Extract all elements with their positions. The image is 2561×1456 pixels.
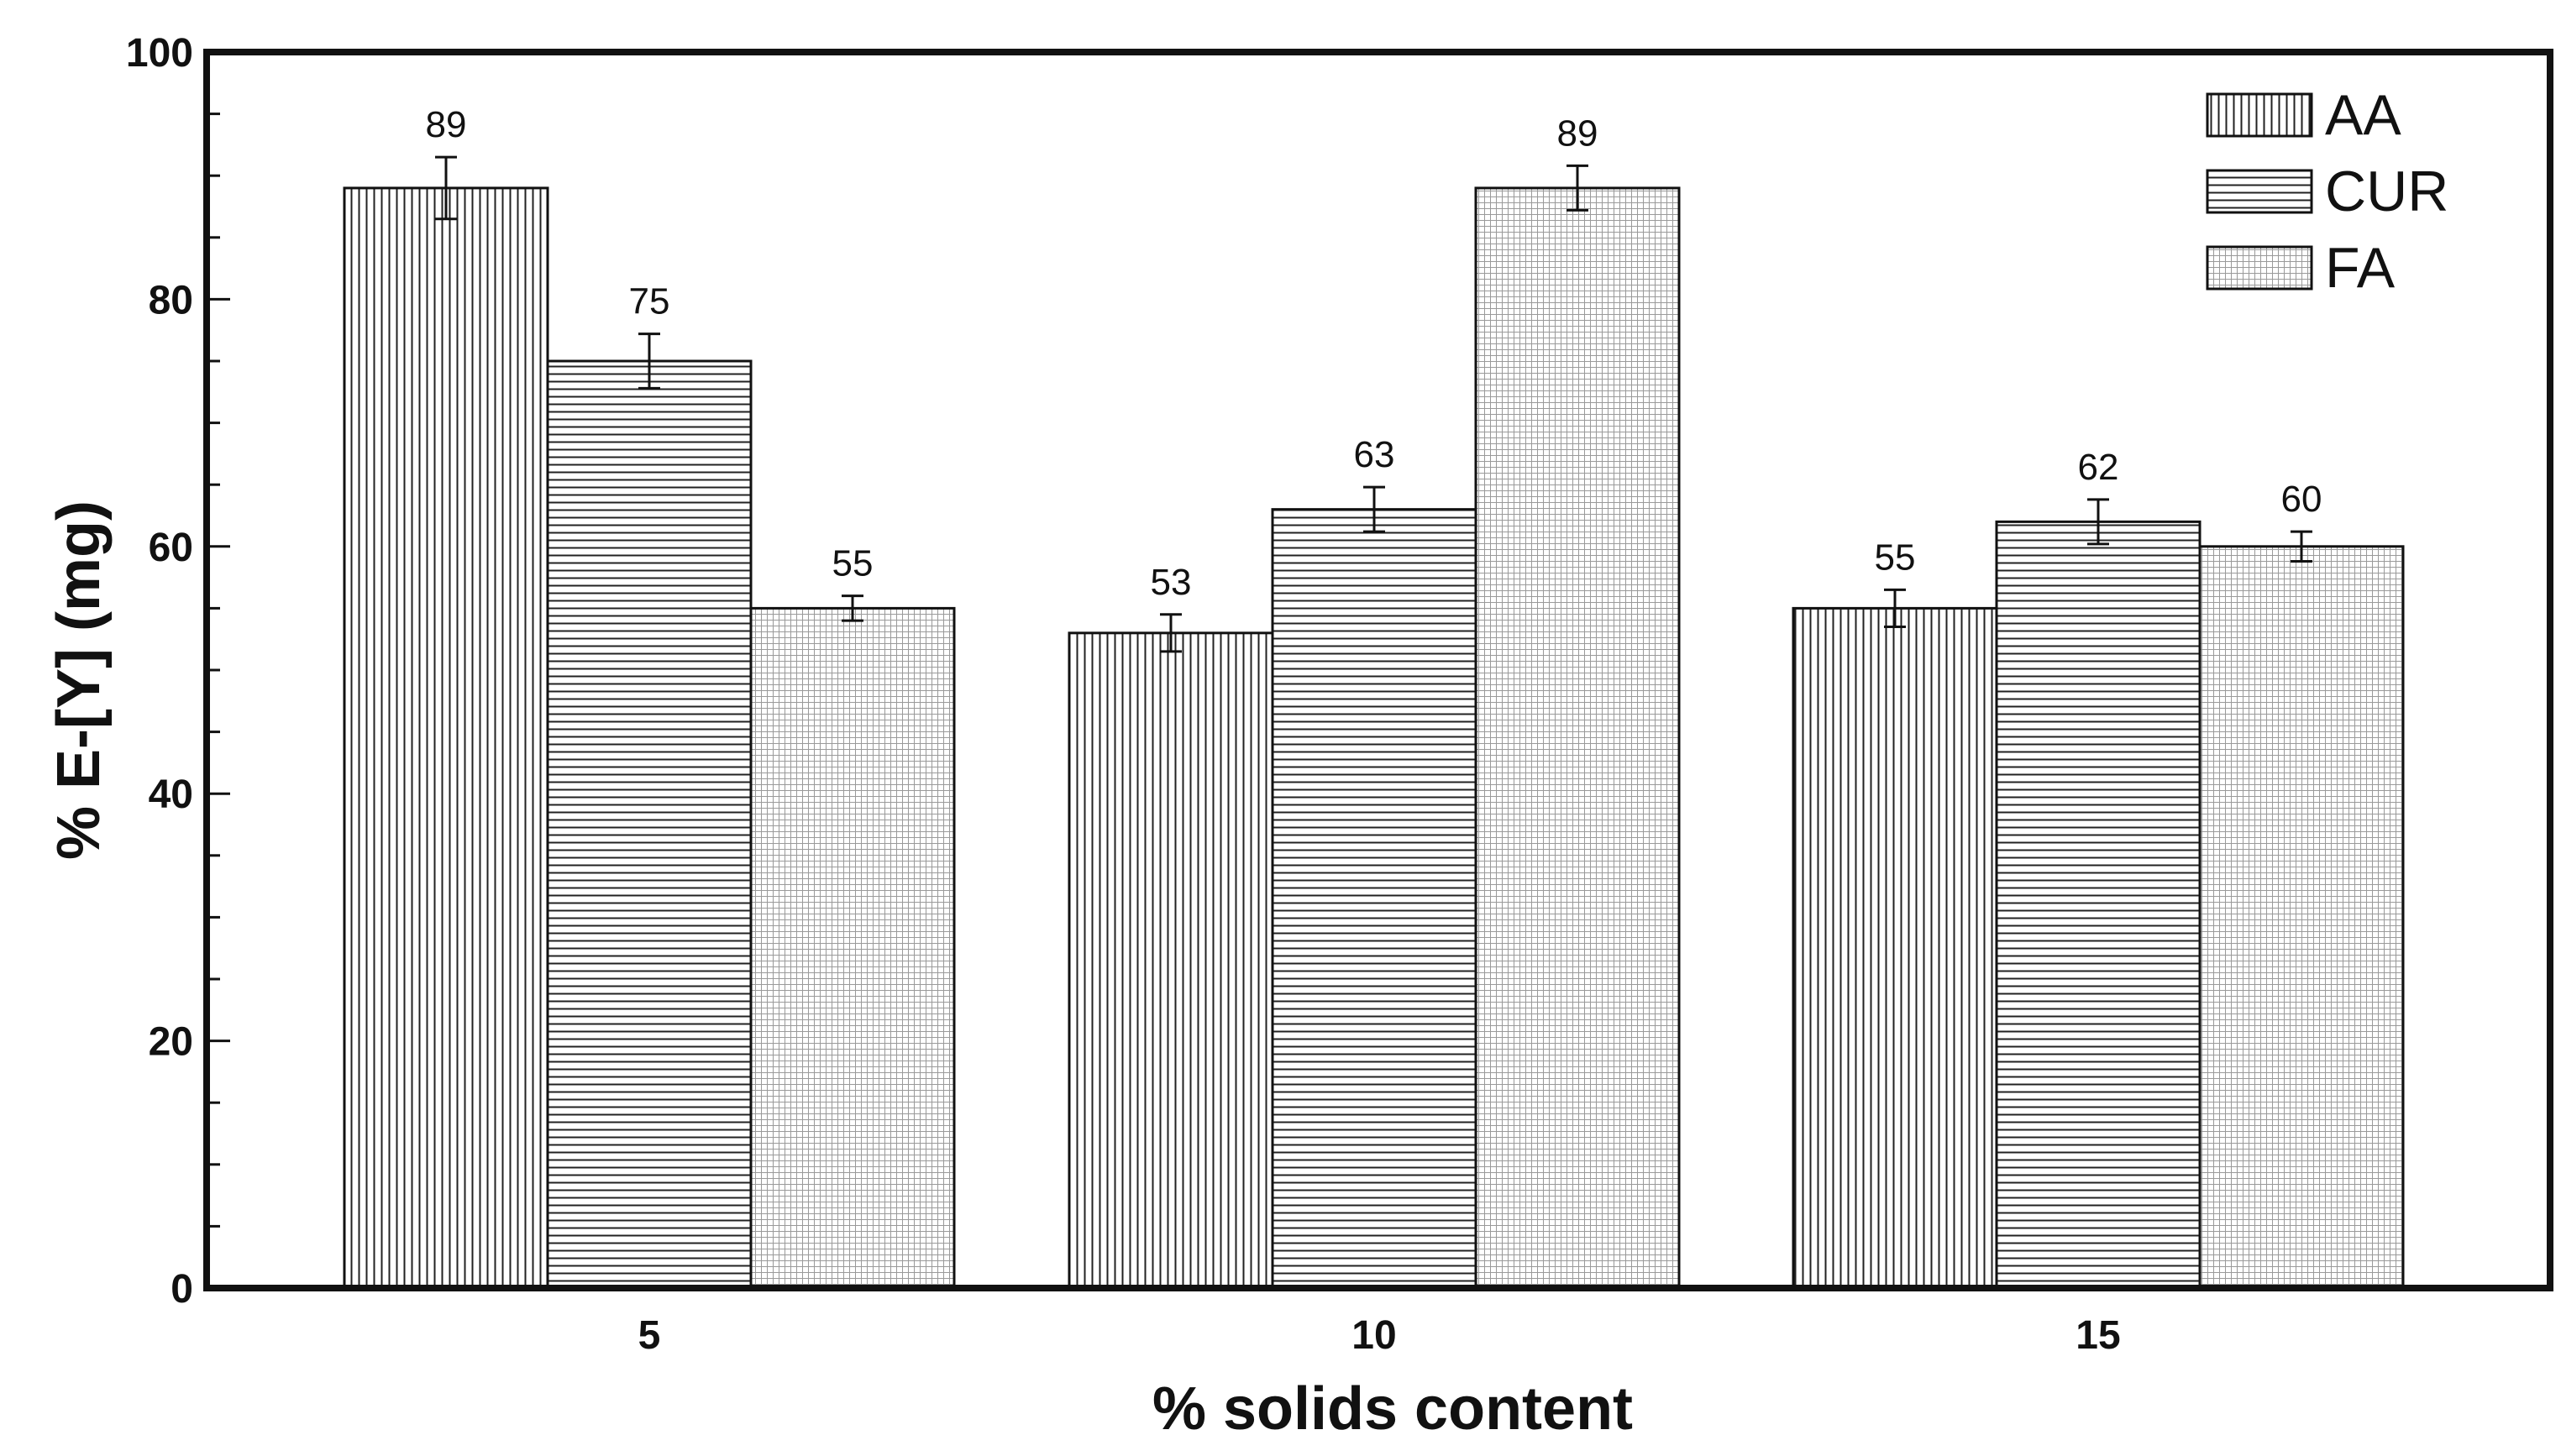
legend: AA CUR FA bbox=[2206, 83, 2448, 300]
legend-swatch-fa bbox=[2206, 245, 2313, 291]
y-tick-label: 0 bbox=[171, 1267, 193, 1312]
x-tick-label: 5 bbox=[638, 1313, 661, 1358]
x-tick-label: 15 bbox=[2076, 1313, 2120, 1358]
data-label: 55 bbox=[832, 543, 874, 584]
data-label: 60 bbox=[2281, 479, 2322, 520]
x-axis-title: % solids content bbox=[1152, 1375, 1633, 1443]
legend-label-aa: AA bbox=[2325, 83, 2401, 147]
bar-cur bbox=[1995, 520, 2202, 1290]
bar-fa bbox=[2198, 545, 2405, 1290]
labels-layer: 89 75 55 53 63 89 55 62 60 bbox=[426, 104, 2322, 603]
x-tick-label: 10 bbox=[1351, 1313, 1396, 1358]
bar-fa bbox=[749, 606, 956, 1290]
y-tick-label: 20 bbox=[149, 1020, 193, 1065]
data-label: 89 bbox=[426, 104, 467, 145]
data-label: 63 bbox=[1354, 434, 1395, 475]
data-label: 55 bbox=[1875, 537, 1916, 578]
y-axis-title: % E-[Y] (mg) bbox=[45, 500, 113, 860]
data-label: 89 bbox=[1557, 113, 1598, 154]
y-tick-label: 80 bbox=[149, 278, 193, 322]
bar-aa bbox=[343, 186, 549, 1290]
bar-cur bbox=[1271, 508, 1477, 1290]
bar-cur bbox=[546, 359, 753, 1290]
legend-swatch-cur bbox=[2206, 169, 2313, 214]
legend-swatch-aa bbox=[2206, 92, 2313, 138]
axes-layer: 0 20 40 60 80 100 5 10 15 bbox=[126, 31, 2121, 1358]
bars-layer bbox=[343, 155, 2405, 1290]
bar-fa bbox=[1474, 186, 1681, 1290]
y-tick-label: 40 bbox=[149, 773, 193, 817]
bar-aa bbox=[1068, 631, 1274, 1290]
legend-label-cur: CUR bbox=[2325, 160, 2448, 223]
data-label: 53 bbox=[1151, 562, 1192, 603]
bar-aa bbox=[1792, 606, 1998, 1290]
legend-label-fa: FA bbox=[2325, 236, 2396, 300]
data-label: 62 bbox=[2078, 447, 2119, 488]
plot-frame bbox=[203, 49, 2553, 1291]
data-label: 75 bbox=[629, 281, 670, 322]
y-tick-label: 60 bbox=[149, 526, 193, 570]
y-tick-label: 100 bbox=[126, 31, 193, 76]
